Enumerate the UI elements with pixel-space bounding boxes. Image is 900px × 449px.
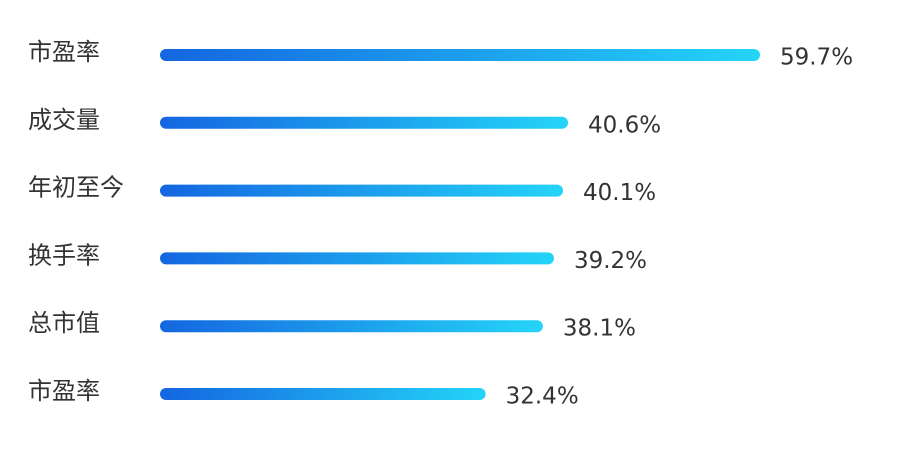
bar bbox=[160, 252, 554, 265]
bar bbox=[160, 49, 760, 61]
value-label: 39.2% bbox=[574, 248, 647, 274]
bar bbox=[160, 116, 569, 129]
value-label: 40.1% bbox=[583, 180, 656, 206]
bar bbox=[160, 320, 543, 333]
category-label: 成交量 bbox=[28, 106, 100, 134]
value-label: 38.1% bbox=[563, 316, 636, 342]
value-label: 32.4% bbox=[506, 384, 579, 410]
category-label: 总市值 bbox=[28, 309, 100, 337]
bar bbox=[160, 184, 564, 197]
value-label: 59.7% bbox=[780, 45, 853, 71]
category-label: 年初至今 bbox=[28, 174, 124, 202]
bar bbox=[160, 388, 486, 400]
category-label: 市盈率 bbox=[28, 38, 100, 66]
value-label: 40.6% bbox=[588, 112, 661, 138]
category-label: 市盈率 bbox=[28, 377, 100, 405]
category-label: 换手率 bbox=[28, 241, 100, 269]
